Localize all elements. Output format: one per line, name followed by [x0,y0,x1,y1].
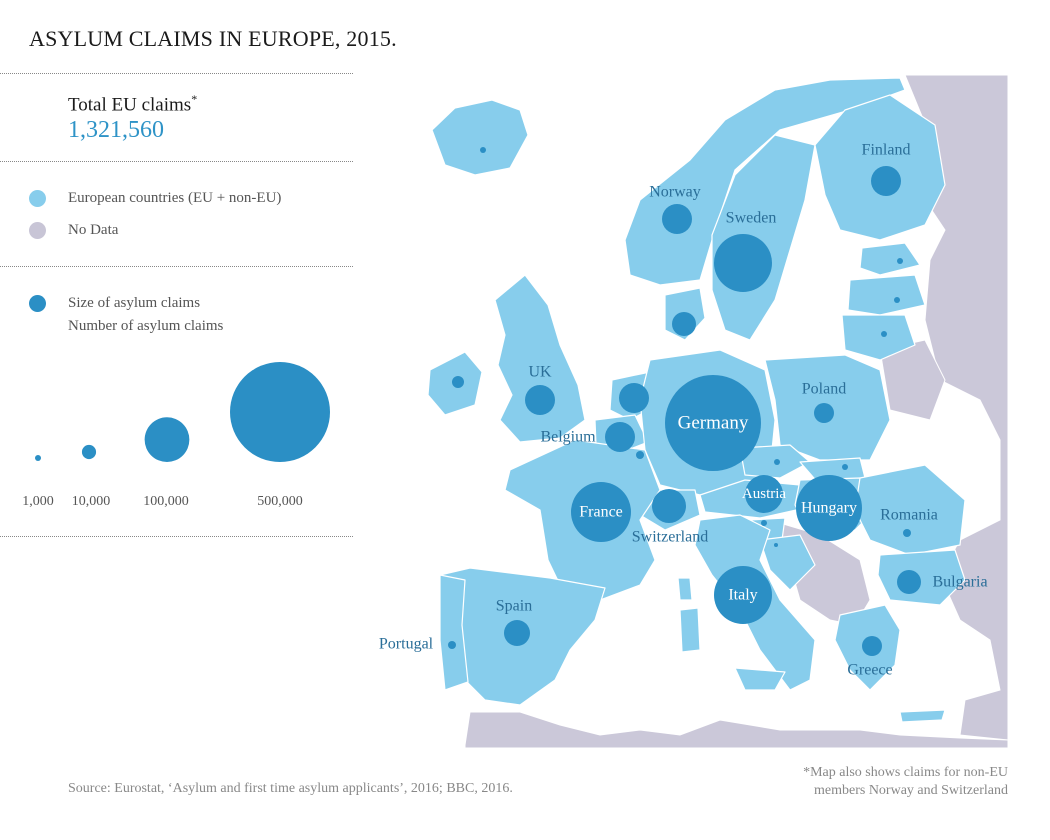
claim-bubbles [448,147,921,656]
nodata-belarus [879,339,946,421]
bubble-croatia [774,543,778,547]
source-note: Source: Eurostat, ‘Asylum and first time… [68,781,513,796]
label-hungary: Hungary [801,500,857,517]
label-portugal: Portugal [379,636,434,653]
bubble-denmark [672,312,696,336]
footnote-line-2: members Norway and Switzerland [814,783,1008,798]
size-scale [35,362,330,462]
bubble-switzerland [652,489,686,523]
label-austria: Austria [742,486,787,502]
label-greece: Greece [847,662,892,679]
page-title: ASYLUM CLAIMS IN EUROPE, 2015. [29,26,397,51]
legend-item-nodata: No Data [29,222,118,239]
label-poland: Poland [802,381,846,398]
divider [0,73,353,74]
footnote-line-1: *Map also shows claims for non-EU [803,765,1008,780]
bubble-germany [665,375,761,471]
label-switzerland: Switzerland [632,529,708,546]
country-greece-crete [899,709,946,723]
bubble-netherlands [619,383,649,413]
label-finland: Finland [862,142,911,159]
label-italy: Italy [728,587,757,604]
scale-bubble-500000 [230,362,330,462]
label-uk: UK [528,364,552,381]
bubble-luxembourg [636,451,644,459]
label-germany: Germany [678,413,749,434]
scale-label-100000: 100,000 [143,494,189,509]
divider [0,536,353,537]
country-croatia [759,534,816,591]
bubble-estonia [897,258,903,264]
country-italy-sicily [734,667,786,691]
scale-label-10000: 10,000 [71,494,111,509]
bubble-hungary [796,475,862,541]
total-claims-label: Total EU claims* [68,92,198,116]
country-corsica [677,577,693,601]
bubble-austria [745,475,783,513]
legend-swatch-bubble [29,295,46,312]
size-legend-title: Size of asylum claims [68,295,201,311]
size-legend-subtitle: Number of asylum claims [68,318,224,334]
country-uk [494,274,586,443]
legend-label-nodata: No Data [68,222,119,238]
bubble-latvia [894,297,900,303]
country-latvia [847,274,926,316]
scale-label-500000: 500,000 [257,494,303,509]
country-iceland [431,99,529,176]
bubble-ireland [452,376,464,388]
country-labels: Germany Sweden Hungary Italy France Austria Fi… [379,142,988,679]
label-france: France [579,504,623,521]
legend-label-european: European countries (EU + non-EU) [68,190,282,206]
bubble-france [571,482,631,542]
scale-bubble-10000 [81,444,97,460]
country-bulgaria [877,549,966,606]
bubble-portugal [448,641,456,649]
bubble-bulgaria [897,570,921,594]
label-romania: Romania [880,507,938,524]
bubble-czech-republic [774,459,780,465]
country-italy-sardinia [679,607,701,653]
country-estonia [859,242,921,276]
label-norway: Norway [649,184,701,201]
bubble-lithuania [881,331,887,337]
legend-item-size: Size of asylum claims [29,295,200,312]
legend-item-european: European countries (EU + non-EU) [29,190,281,207]
legend-swatch-european [29,190,46,207]
bubble-romania [903,529,911,537]
bubble-slovenia [761,520,767,526]
label-belgium: Belgium [540,429,596,446]
bubble-italy [714,566,772,624]
bubble-iceland [480,147,486,153]
bubble-sweden [714,234,772,292]
divider [0,161,353,162]
bubble-belgium [605,422,635,452]
bubble-finland [871,166,901,196]
scale-label-1000: 1,000 [22,494,54,509]
total-asterisk: * [191,92,198,106]
label-bulgaria: Bulgaria [932,574,987,591]
label-spain: Spain [496,598,532,615]
bubble-spain [504,620,530,646]
label-sweden: Sweden [726,210,777,227]
legend-swatch-nodata [29,222,46,239]
country-portugal [439,574,469,691]
bubble-greece [862,636,882,656]
europe-map: Germany Sweden Hungary Italy France Austria Fi… [379,74,1009,749]
bubble-poland [814,403,834,423]
bubble-slovakia [842,464,848,470]
scale-bubble-100000 [144,417,190,462]
total-claims-value: 1,321,560 [68,117,164,143]
nodata-africa [464,711,1009,749]
scale-bubble-1000 [35,455,41,461]
bubble-uk [525,385,555,415]
divider [0,266,353,267]
nodata-east [904,74,1009,741]
country-lithuania [841,314,916,361]
bubble-norway [662,204,692,234]
country-norway [624,77,906,286]
footnote: *Map also shows claims for non-EU member… [728,764,1008,800]
